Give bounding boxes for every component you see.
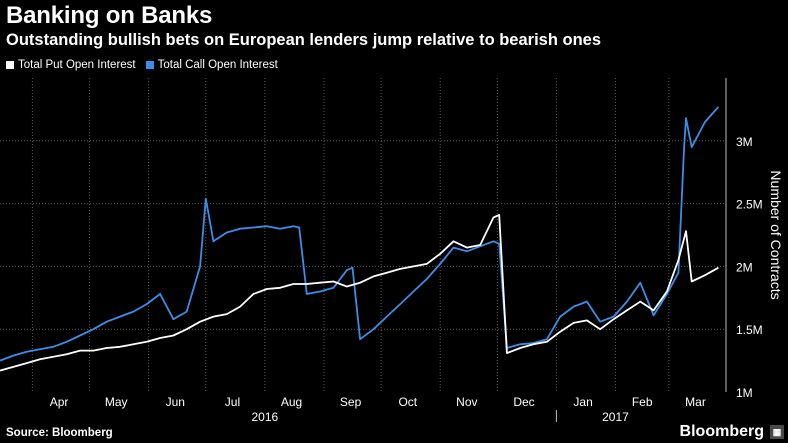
legend-swatch-put [6, 61, 14, 69]
y-tick-label: 2.5M [736, 198, 763, 212]
x-tick-label: Jan [573, 395, 592, 409]
legend: Total Put Open Interest Total Call Open … [6, 59, 278, 71]
legend-item-call: Total Call Open Interest [145, 59, 278, 71]
y-tick-label: 1M [736, 386, 753, 400]
y-tick-label: 3M [736, 135, 753, 149]
chart-title: Banking on Banks [6, 2, 213, 29]
source-note: Source: Bloomberg [6, 427, 113, 439]
x-year-label: 2017 [602, 410, 629, 424]
x-tick-label: Jul [225, 395, 240, 409]
x-tick-label: Mar [685, 395, 706, 409]
legend-label-put: Total Put Open Interest [18, 59, 136, 71]
x-year-label: 2016 [252, 410, 279, 424]
x-tick-label: May [105, 395, 128, 409]
legend-label-call: Total Call Open Interest [157, 59, 278, 71]
series-line-put [0, 214, 719, 372]
legend-swatch-call [145, 61, 154, 69]
x-tick-label: Sep [340, 395, 362, 409]
chart-subtitle: Outstanding bullish bets on European len… [6, 31, 602, 49]
x-tick-label: Jun [166, 395, 185, 409]
legend-item-put: Total Put Open Interest [6, 59, 136, 71]
series-line-call [0, 106, 720, 362]
brand-logo: Bloomberg [679, 423, 764, 440]
grid-icon: ▦ [770, 425, 784, 439]
x-tick-label: Aug [281, 395, 302, 409]
x-tick-label: Apr [50, 395, 69, 409]
x-tick-label: Oct [398, 395, 417, 409]
x-tick-label: Feb [632, 395, 653, 409]
x-tick-label: Dec [513, 395, 534, 409]
y-axis-title: Number of Contracts [768, 170, 784, 299]
y-tick-label: 1.5M [736, 323, 763, 337]
x-tick-label: Nov [456, 395, 477, 409]
y-tick-label: 2M [736, 260, 753, 274]
